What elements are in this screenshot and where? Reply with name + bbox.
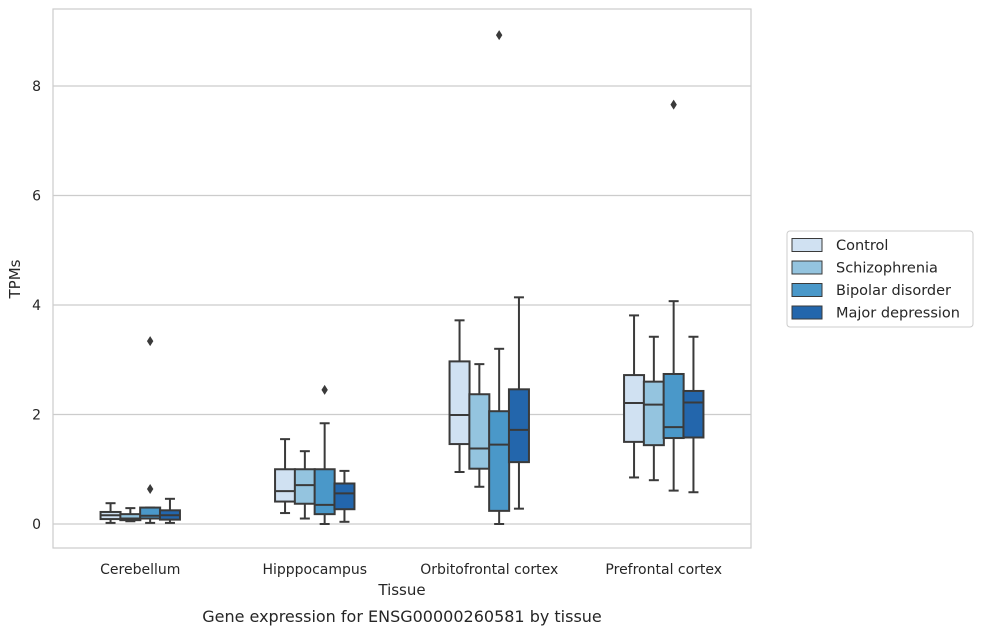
box-bipolar-disorder bbox=[662, 99, 685, 492]
box-major-depression bbox=[158, 497, 181, 524]
box-major-depression bbox=[682, 335, 705, 494]
box-bipolar-disorder bbox=[139, 336, 162, 524]
box-bipolar-disorder bbox=[313, 384, 336, 525]
box-schizophrenia bbox=[119, 507, 142, 523]
outlier-point bbox=[670, 99, 677, 110]
box-major-depression bbox=[333, 469, 356, 523]
box-control bbox=[448, 319, 471, 473]
legend-frame bbox=[786, 230, 974, 328]
plot-frame bbox=[52, 8, 752, 549]
box-schizophrenia bbox=[642, 335, 665, 482]
x-tick-label: Hipppocampus bbox=[262, 562, 367, 578]
box-iqr bbox=[333, 482, 356, 511]
outlier-point bbox=[146, 483, 154, 494]
box-control bbox=[99, 502, 122, 524]
legend-swatch bbox=[791, 260, 823, 275]
outlier-point bbox=[495, 30, 503, 41]
box-iqr bbox=[662, 372, 685, 440]
box-control bbox=[623, 314, 646, 479]
box-iqr bbox=[507, 388, 530, 464]
y-tick-label: 4 bbox=[32, 298, 41, 314]
box-iqr bbox=[293, 468, 316, 505]
box-iqr bbox=[274, 468, 297, 503]
box-iqr bbox=[139, 506, 162, 520]
box-schizophrenia bbox=[293, 450, 316, 520]
y-tick-label: 2 bbox=[32, 408, 41, 424]
y-tick-label: 8 bbox=[32, 79, 41, 95]
boxes bbox=[99, 30, 705, 525]
y-axis-title: TPMs bbox=[6, 259, 24, 299]
x-tick-label: Orbitofrontal cortex bbox=[420, 562, 558, 578]
box-iqr bbox=[623, 374, 646, 443]
box-iqr bbox=[682, 389, 705, 439]
box-major-depression bbox=[507, 296, 530, 510]
box-iqr bbox=[488, 410, 511, 512]
box-iqr bbox=[448, 360, 471, 446]
box-bipolar-disorder bbox=[488, 30, 511, 525]
legend-swatch bbox=[791, 283, 823, 297]
y-tick-label: 0 bbox=[32, 517, 41, 533]
legend-label: Schizophrenia bbox=[836, 261, 938, 277]
legend-label: Control bbox=[836, 238, 888, 254]
legend-swatch bbox=[791, 305, 823, 320]
y-tick-labels: 0 2 4 6 8 bbox=[32, 79, 41, 533]
x-tick-label: Prefrontal cortex bbox=[605, 562, 722, 578]
box-iqr bbox=[642, 380, 665, 447]
x-tick-labels: Cerebellum Hipppocampus Orbitofrontal cort… bbox=[100, 562, 722, 578]
outlier-point bbox=[321, 384, 328, 395]
legend-label: Major depression bbox=[836, 306, 960, 322]
x-tick-label: Cerebellum bbox=[100, 562, 180, 578]
box-schizophrenia bbox=[468, 363, 491, 488]
legend: Control Schizophrenia Bipolar disorder Majo… bbox=[786, 230, 974, 328]
y-tick-label: 6 bbox=[32, 189, 41, 205]
legend-label: Bipolar disorder bbox=[836, 283, 951, 299]
legend-swatch bbox=[791, 238, 823, 252]
outlier-point bbox=[146, 336, 154, 347]
gridlines bbox=[53, 85, 751, 525]
box-iqr bbox=[313, 468, 336, 516]
chart-caption: Gene expression for ENSG00000260581 by t… bbox=[202, 607, 602, 626]
box-control bbox=[274, 438, 297, 515]
box-iqr bbox=[468, 393, 491, 470]
x-axis-title: Tissue bbox=[377, 581, 425, 599]
